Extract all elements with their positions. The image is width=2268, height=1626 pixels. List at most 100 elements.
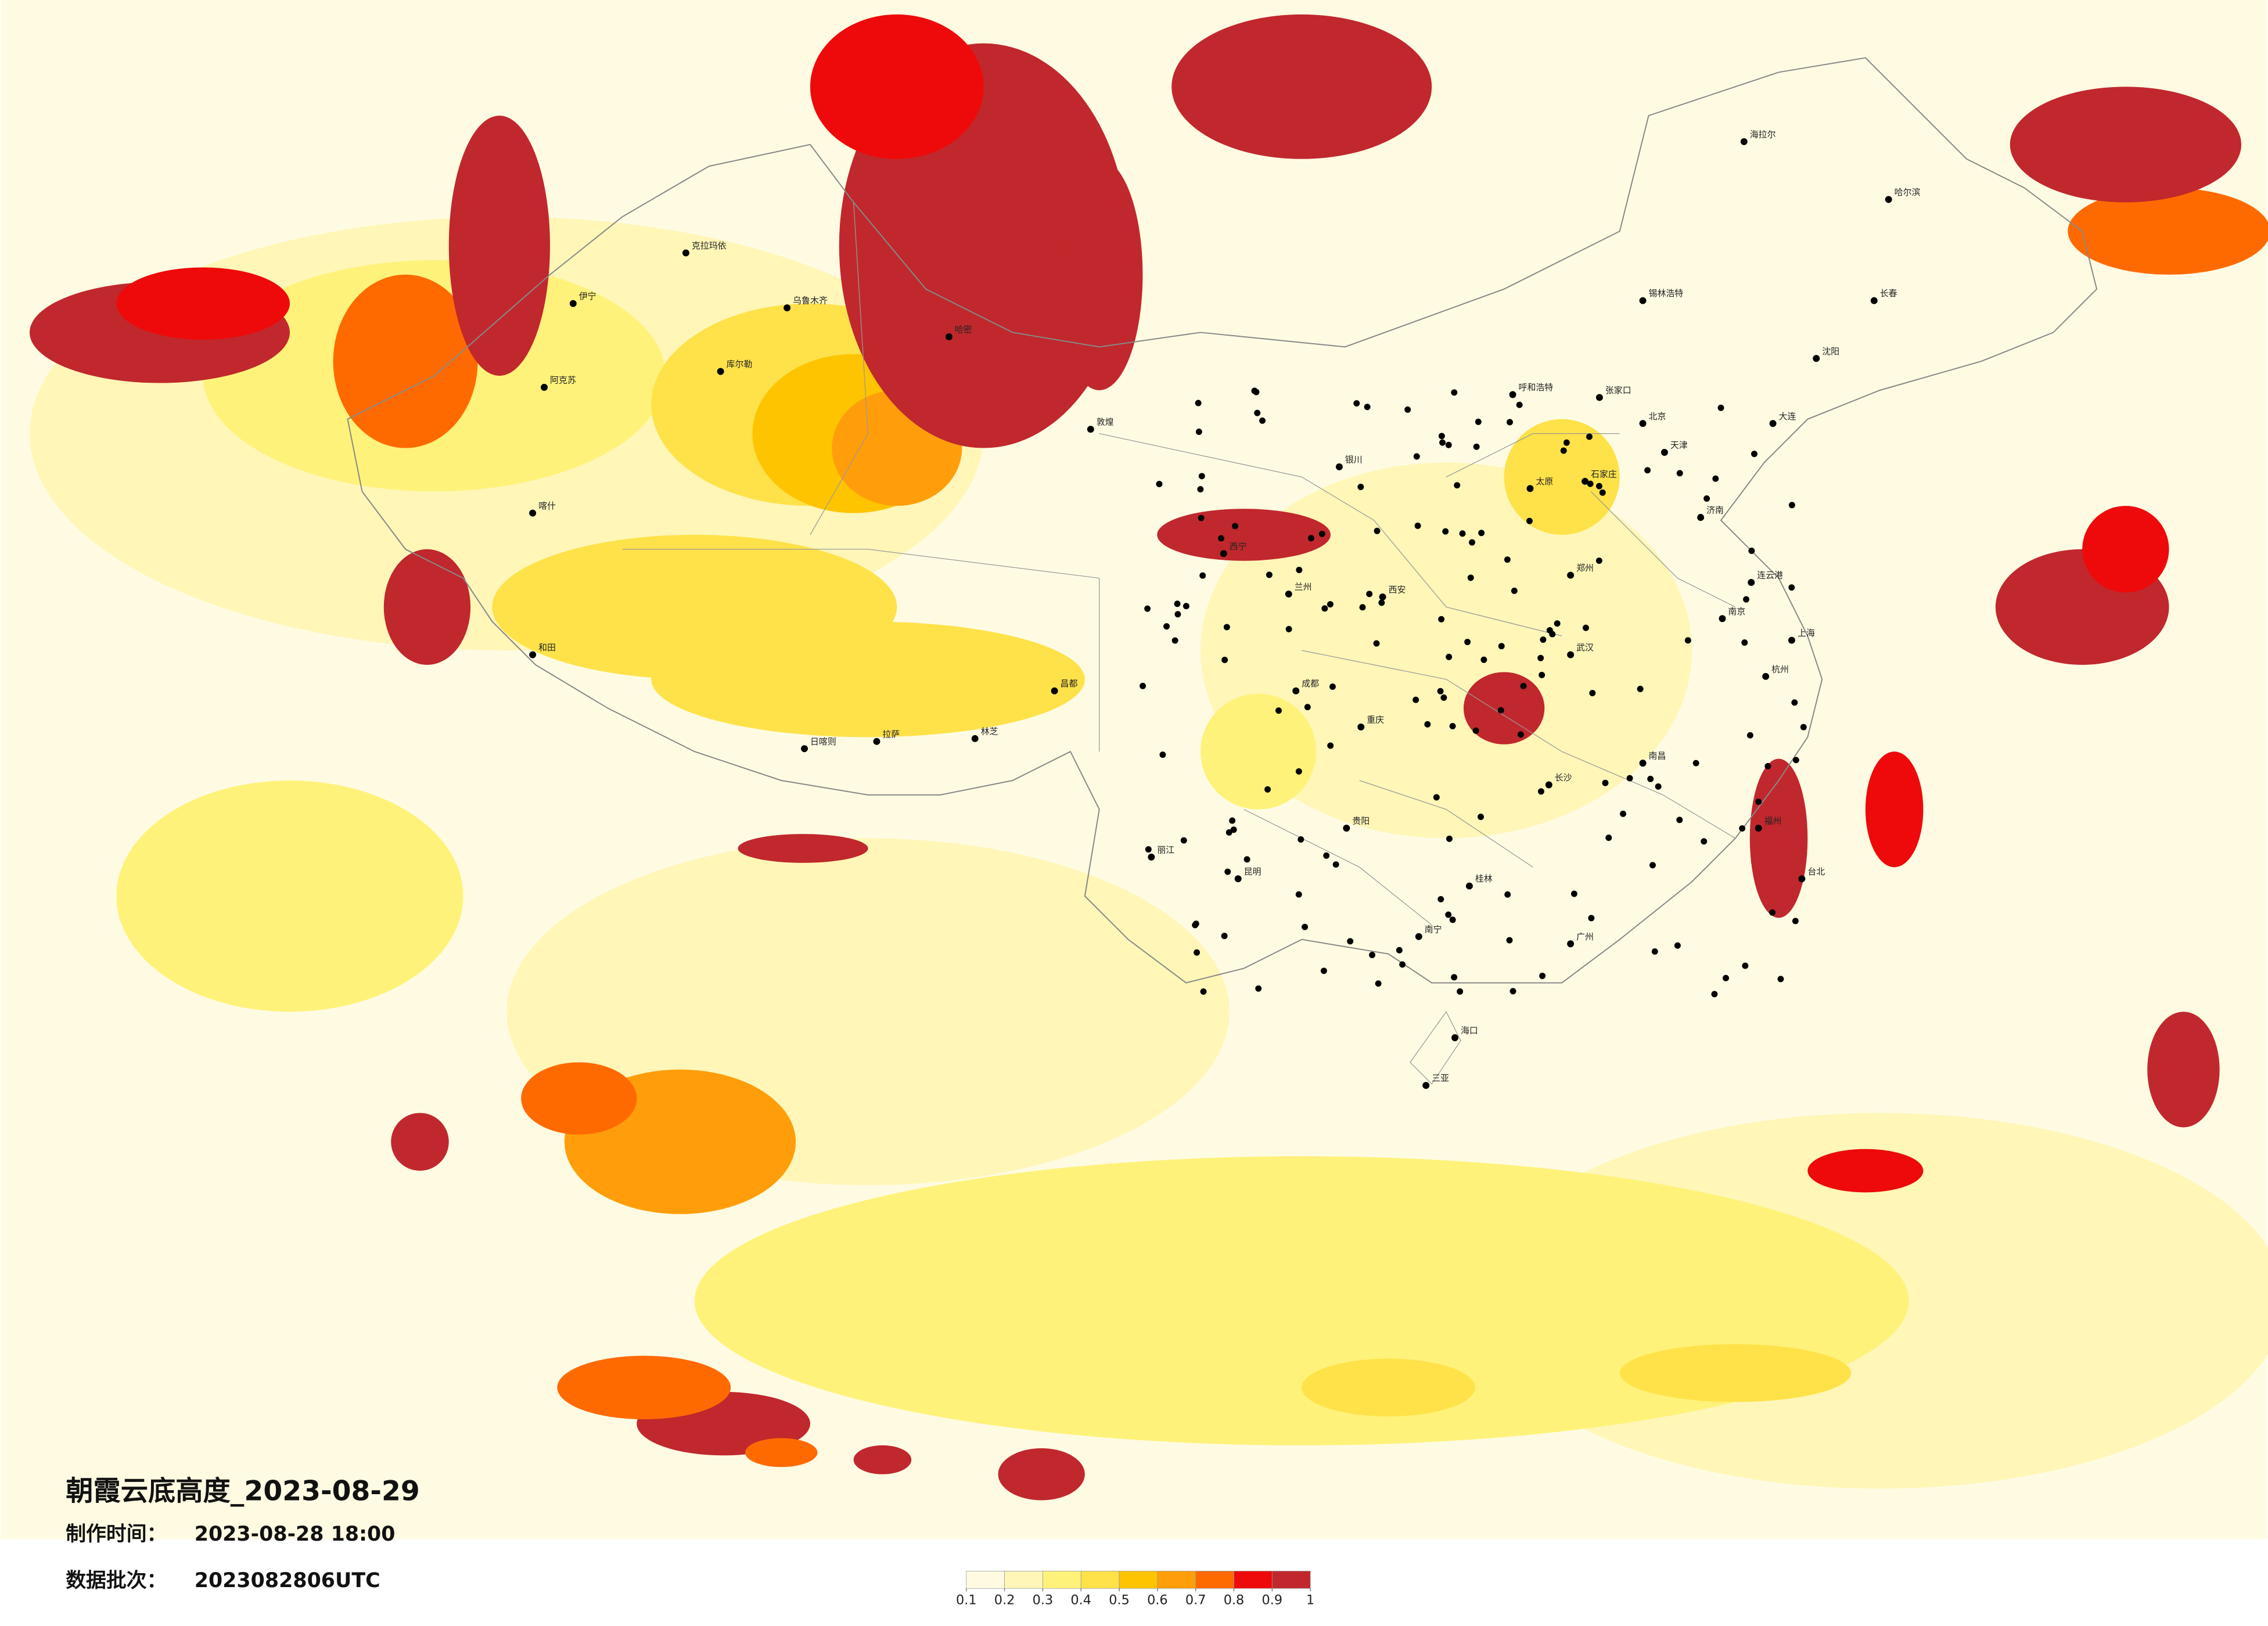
city-dot — [1182, 603, 1189, 610]
city-dot — [1230, 826, 1237, 833]
city-dot — [1788, 502, 1795, 509]
city-dot — [1163, 623, 1170, 630]
city-dot — [1792, 918, 1799, 924]
city-label: 台北 — [1807, 866, 1825, 877]
city-label: 兰州 — [1295, 581, 1312, 592]
city-label: 昆明 — [1244, 866, 1261, 877]
city-dot — [1438, 616, 1445, 623]
city-dot — [1347, 938, 1354, 945]
city-dot — [1583, 624, 1589, 631]
city-dot — [1087, 426, 1094, 433]
city-label: 贵阳 — [1352, 816, 1370, 826]
city-dot — [1225, 829, 1232, 836]
city-dot — [1741, 639, 1748, 646]
city-dot — [1480, 656, 1487, 663]
city-dot — [1224, 868, 1231, 875]
city-dot — [1318, 530, 1325, 537]
city-dot — [873, 738, 880, 745]
cloud-area — [1463, 672, 1545, 744]
city-dot — [1497, 707, 1504, 714]
city-dot — [1295, 891, 1302, 898]
colorbar-tick-label: 0.7 — [1185, 1593, 1206, 1608]
city-dot — [1440, 694, 1447, 701]
city-dot — [1777, 976, 1784, 983]
city-dot — [1813, 355, 1820, 362]
cloud-area — [333, 274, 478, 448]
cloud-area — [853, 1445, 912, 1474]
city-label: 长春 — [1880, 288, 1897, 298]
city-dot — [1504, 891, 1511, 898]
city-dot — [1563, 439, 1570, 446]
city-dot — [1159, 751, 1166, 758]
city-dot — [1567, 651, 1575, 659]
city-dot — [1253, 388, 1260, 395]
city-dot — [1639, 297, 1647, 304]
city-dot — [1684, 637, 1691, 644]
city-label: 库尔勒 — [727, 359, 753, 369]
city-label: 张家口 — [1605, 385, 1631, 395]
colorbar-swatch — [966, 1571, 1005, 1589]
city-dot — [1255, 985, 1262, 992]
city-dot — [1174, 611, 1181, 618]
cloud-area — [2068, 188, 2268, 275]
batch: 2023082806UTC — [195, 1569, 380, 1592]
city-dot — [1243, 856, 1250, 863]
cloud-area — [1200, 693, 1317, 810]
city-dot — [1605, 834, 1612, 841]
city-dot — [1285, 625, 1292, 632]
city-dot — [1588, 915, 1595, 922]
city-dot — [1357, 723, 1365, 731]
cloud-area — [1865, 751, 1924, 868]
city-dot — [1223, 624, 1230, 631]
cloud-area — [738, 834, 868, 863]
city-dot — [1459, 530, 1466, 537]
city-dot — [1445, 911, 1452, 918]
city-dot — [1378, 599, 1385, 606]
city-label: 克拉玛依 — [692, 240, 727, 251]
city-dot — [1156, 480, 1163, 487]
city-dot — [1357, 484, 1364, 491]
cloud-area — [557, 1355, 731, 1420]
cloud-area — [694, 1156, 1909, 1445]
colorbar-swatch — [1157, 1571, 1196, 1589]
city-label: 和田 — [538, 642, 556, 653]
city-dot — [1433, 794, 1440, 801]
colorbar-swatch — [1119, 1571, 1158, 1589]
city-dot — [529, 651, 537, 659]
city-dot — [1473, 443, 1480, 450]
city-label: 日喀则 — [810, 736, 836, 747]
city-dot — [1764, 762, 1771, 769]
city-dot — [1676, 470, 1683, 477]
city-dot — [1220, 550, 1227, 557]
city-dot — [1788, 584, 1795, 591]
city-dot — [1198, 473, 1205, 480]
city-dot — [1359, 604, 1366, 611]
city-dot — [1540, 636, 1547, 643]
city-dot — [1498, 643, 1505, 650]
city-dot — [1327, 601, 1334, 608]
city-dot — [1197, 486, 1204, 493]
city-dot — [1195, 400, 1202, 406]
batch-label: 数据批次： — [66, 1569, 167, 1592]
city-dot — [1399, 961, 1406, 968]
cloud-area — [1504, 419, 1620, 535]
city-dot — [1307, 535, 1314, 542]
city-label: 乌鲁木齐 — [793, 296, 828, 306]
colorbar-swatch — [1271, 1571, 1311, 1589]
city-label: 长沙 — [1555, 772, 1572, 783]
city-dot — [1323, 852, 1330, 859]
city-dot — [1297, 836, 1304, 843]
city-dot — [1546, 627, 1553, 634]
city-dot — [1567, 940, 1575, 948]
city-dot — [1195, 429, 1202, 435]
city-dot — [1375, 980, 1382, 987]
city-dot — [1506, 937, 1513, 944]
city-dot — [1595, 394, 1603, 401]
city-dot — [1449, 722, 1456, 729]
city-dot — [1446, 653, 1453, 660]
city-dot — [1451, 389, 1458, 396]
city-dot — [1660, 449, 1668, 456]
city-label: 济南 — [1706, 505, 1724, 516]
cloud-area — [2147, 1012, 2220, 1128]
city-dot — [1649, 862, 1656, 869]
